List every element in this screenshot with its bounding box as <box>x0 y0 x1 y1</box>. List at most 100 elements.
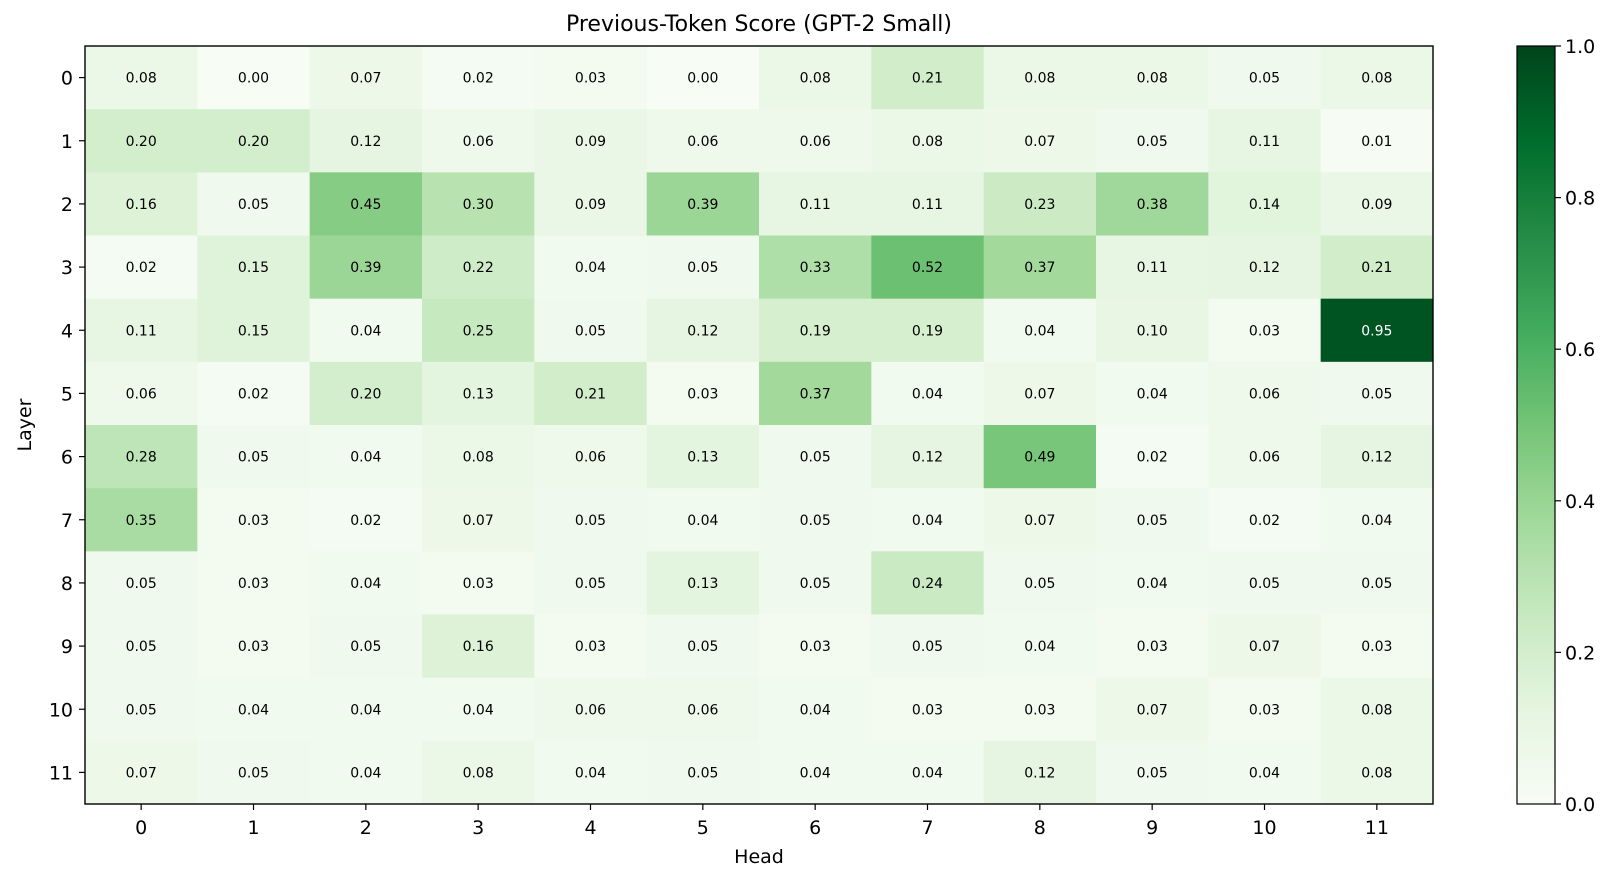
cell-value-label: 0.11 <box>912 197 943 213</box>
x-tick-label: 1 <box>247 817 259 839</box>
heatmap-cell <box>1208 172 1322 236</box>
cell-value-label: 0.05 <box>1137 513 1168 529</box>
heatmap-cell <box>309 298 423 363</box>
cell-value-label: 0.01 <box>1361 134 1392 150</box>
heatmap-cell <box>85 551 198 615</box>
cell-value-label: 0.95 <box>1361 323 1392 339</box>
heatmap-cell <box>85 298 198 363</box>
heatmap-cell <box>1208 488 1322 552</box>
heatmap-cell <box>1096 425 1209 489</box>
chart-title: Previous-Token Score (GPT-2 Small) <box>566 12 952 37</box>
heatmap-cell <box>1096 109 1209 173</box>
heatmap-cell <box>1320 614 1434 679</box>
cell-value-label: 0.08 <box>463 450 494 466</box>
cell-value-label: 0.45 <box>350 197 381 213</box>
cell-value-label: 0.04 <box>350 323 381 339</box>
cell-value-label: 0.13 <box>687 450 718 466</box>
cell-value-label: 0.06 <box>575 450 606 466</box>
heatmap-cell <box>983 109 1097 173</box>
x-axis-label: Head <box>734 846 784 868</box>
heatmap-cell <box>85 361 198 426</box>
cell-value-label: 0.08 <box>1361 765 1392 781</box>
heatmap-cell <box>871 425 985 489</box>
heatmap-cell <box>1320 361 1434 426</box>
cell-value-label: 0.11 <box>800 197 831 213</box>
x-tick-label: 10 <box>1252 817 1276 839</box>
cell-value-label: 0.19 <box>800 323 831 339</box>
cell-value-label: 0.07 <box>350 71 381 87</box>
heatmap-cell <box>422 172 535 236</box>
cell-value-label: 0.05 <box>800 576 831 592</box>
cell-value-label: 0.07 <box>463 513 494 529</box>
y-tick-label: 5 <box>61 383 73 405</box>
heatmap-cell <box>871 614 985 679</box>
cell-value-label: 0.08 <box>1137 71 1168 87</box>
heatmap-cell <box>1208 551 1322 615</box>
y-tick-label: 2 <box>61 194 73 216</box>
heatmap-cell <box>534 46 648 110</box>
cell-value-label: 0.05 <box>1249 576 1280 592</box>
cell-value-label: 0.11 <box>1249 134 1280 150</box>
heatmap-cell <box>534 425 648 489</box>
cell-value-label: 0.03 <box>1024 702 1055 718</box>
heatmap-cell <box>646 740 760 805</box>
cell-value-label: 0.05 <box>575 513 606 529</box>
cell-value-label: 0.00 <box>687 71 718 87</box>
heatmap-cell <box>197 488 311 552</box>
heatmap-cell <box>759 172 872 236</box>
heatmap-cell <box>1208 46 1322 110</box>
cell-value-label: 0.05 <box>575 323 606 339</box>
cell-value-label: 0.20 <box>238 134 269 150</box>
heatmap-cell <box>1096 740 1209 805</box>
y-tick-label: 3 <box>61 257 73 279</box>
cell-value-label: 0.12 <box>1361 450 1392 466</box>
heatmap-cell <box>1096 551 1209 615</box>
cell-value-label: 0.04 <box>575 765 606 781</box>
heatmap-cell <box>309 425 423 489</box>
cell-value-label: 0.04 <box>800 702 831 718</box>
heatmap-cell <box>871 46 985 110</box>
heatmap-cell <box>1320 298 1434 363</box>
x-tick-label: 3 <box>472 817 484 839</box>
heatmap-cell <box>1320 235 1434 300</box>
heatmap-cell <box>983 551 1097 615</box>
cell-value-label: 0.04 <box>1137 576 1168 592</box>
heatmap-cell <box>871 488 985 552</box>
cell-value-label: 0.06 <box>687 134 718 150</box>
cell-value-label: 0.09 <box>575 134 606 150</box>
heatmap-cell <box>646 551 760 615</box>
heatmap-cell <box>422 361 535 426</box>
cell-value-label: 0.03 <box>463 576 494 592</box>
cell-value-label: 0.04 <box>912 765 943 781</box>
cell-value-label: 0.04 <box>238 702 269 718</box>
x-tick-label: 8 <box>1034 817 1046 839</box>
heatmap-cell <box>1096 361 1209 426</box>
cell-value-label: 0.04 <box>912 386 943 402</box>
cell-value-label: 0.03 <box>912 702 943 718</box>
heatmap-cell <box>197 425 311 489</box>
cell-value-label: 0.04 <box>1024 323 1055 339</box>
heatmap-cell <box>1208 614 1322 679</box>
cell-value-label: 0.07 <box>1024 386 1055 402</box>
cell-value-label: 0.08 <box>1024 71 1055 87</box>
cell-value-label: 0.07 <box>1024 134 1055 150</box>
heatmap-cell <box>197 298 311 363</box>
heatmap-cell <box>1096 488 1209 552</box>
cell-value-label: 0.14 <box>1249 197 1280 213</box>
y-tick-label: 7 <box>61 510 73 532</box>
heatmap-cell <box>197 614 311 679</box>
y-axis-ticks: 0 1 2 3 4 5 6 7 8 9 10 11 <box>49 68 85 784</box>
cell-value-label: 0.05 <box>1024 576 1055 592</box>
x-tick-label: 5 <box>697 817 709 839</box>
heatmap-cell <box>309 488 423 552</box>
cell-value-label: 0.03 <box>575 639 606 655</box>
y-tick-label: 11 <box>49 762 73 784</box>
cell-value-label: 0.05 <box>1361 386 1392 402</box>
cell-value-label: 0.05 <box>238 450 269 466</box>
cell-value-label: 0.05 <box>238 765 269 781</box>
y-axis-label: Layer <box>14 398 36 451</box>
heatmap-cell <box>1096 235 1209 300</box>
heatmap-cell <box>1208 235 1322 300</box>
cell-value-label: 0.15 <box>238 260 269 276</box>
